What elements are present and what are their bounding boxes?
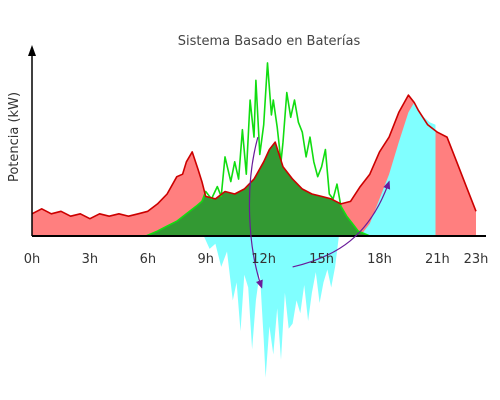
demand-line <box>31 94 477 220</box>
battery-charge-area <box>203 236 339 378</box>
x-tick-label: 9h <box>197 252 214 267</box>
x-tick-label: 15h <box>309 252 334 267</box>
demand-area <box>32 95 476 236</box>
self-consumption-area <box>145 142 370 236</box>
y-axis-arrowhead <box>28 45 36 56</box>
battery-discharge-area <box>360 102 436 236</box>
charge-flow-arrow <box>248 136 263 289</box>
y-axis-label: Potencia (kW) <box>7 92 22 182</box>
x-tick-label: 6h <box>140 252 157 267</box>
x-tick-labels: 0h 3h 6h 9h 12h 15h 18h 21h 23h <box>24 252 489 267</box>
chart-title: Sistema Basado en Baterías <box>178 34 361 49</box>
x-tick-label: 18h <box>367 252 392 267</box>
axes-layer <box>28 45 486 237</box>
series-lines-layer <box>31 62 477 237</box>
x-tick-label: 12h <box>251 252 276 267</box>
discharge-flow-arrow <box>292 180 391 268</box>
flow-arrows-layer <box>248 136 391 289</box>
x-tick-label: 23h <box>464 252 489 267</box>
battery-area-layer <box>203 102 436 378</box>
x-tick-label: 0h <box>24 252 41 267</box>
demand-area-layer <box>32 95 476 236</box>
x-tick-label: 3h <box>82 252 99 267</box>
self-consumption-layer <box>145 142 370 236</box>
x-tick-label: 21h <box>425 252 450 267</box>
